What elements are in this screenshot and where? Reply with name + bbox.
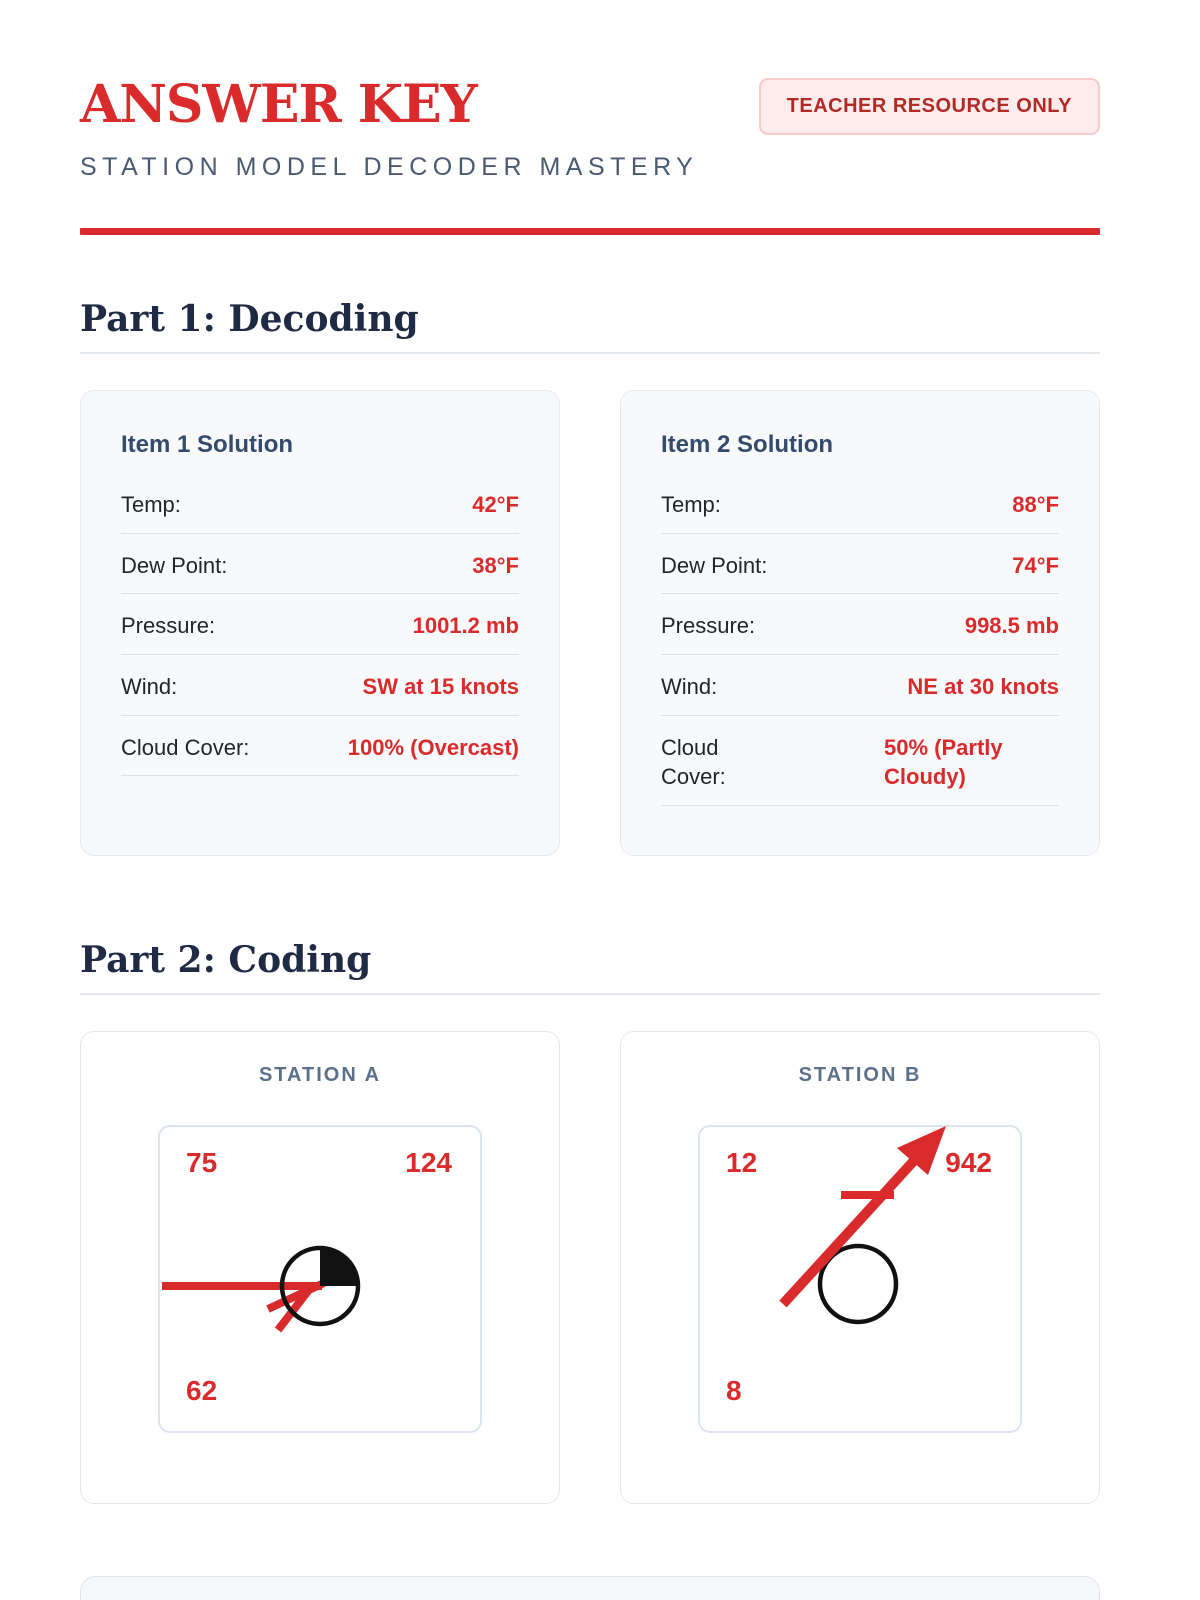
item1-rows: Temp: 42°F Dew Point: 38°F Pressure: 1001.2 m… <box>121 473 519 777</box>
solution-row: Dew Point: 38°F <box>121 534 519 595</box>
station-b-temperature-value: 12 <box>726 1147 758 1178</box>
station-model-open-circle-northeast-arrow-one-barb-icon <box>779 1126 946 1325</box>
next-section-card-partial <box>80 1576 1100 1600</box>
solution-row-value: 50% (Partly Cloudy) <box>884 734 1003 790</box>
solution-row: Wind: SW at 15 knots <box>121 655 519 716</box>
solution-row: Temp: 88°F <box>661 473 1059 534</box>
solution-row-label: Wind: <box>121 674 178 700</box>
solution-row: Temp: 42°F <box>121 473 519 534</box>
solution-row-value: 42°F <box>472 492 519 517</box>
wind-staff <box>779 1149 925 1308</box>
header-divider <box>80 228 1100 235</box>
part2-heading: Part 2: Coding <box>80 938 1100 995</box>
solution-row-label: Temp: <box>121 492 181 517</box>
solution-row-value: 74°F <box>1012 552 1059 578</box>
station-a-title: STATION A <box>258 1064 382 1086</box>
solution-row-value: 1001.2 mb <box>412 613 519 639</box>
part1-heading: Part 1: Decoding <box>80 297 1100 354</box>
solution-row-label: Pressure: <box>121 613 216 639</box>
item2-solution-card: Item 2 Solution Temp: 88°F Dew Point: 74°F P… <box>620 390 1100 856</box>
station-a-pressure-code-value: 124 <box>405 1147 452 1178</box>
solution-row: Cloud Cover: 50% (Partly Cloudy) <box>661 716 1059 807</box>
solution-row-value: SW at 15 knots <box>362 674 519 700</box>
solution-row-value: 100% (Overcast) <box>347 734 519 760</box>
part2-cards: STATION A 75 124 62 STATION B 12 942 <box>80 1031 1100 1504</box>
item1-card-title: Item 1 Solution <box>121 431 294 458</box>
solution-row-label: Cloud Cover: <box>661 734 726 790</box>
station-b-title: STATION B <box>798 1064 922 1086</box>
solution-row: Pressure: 998.5 mb <box>661 594 1059 656</box>
solution-row-label: Dew Point: <box>121 552 228 578</box>
station-a-temperature-value: 75 <box>186 1147 218 1178</box>
station-b-plot-area: 12 942 8 <box>698 1125 1022 1433</box>
cloud-cover-quadrant-fill <box>320 1248 358 1286</box>
station-a-dew-point-value: 62 <box>186 1375 218 1406</box>
station-b-card: STATION B 12 942 8 <box>620 1031 1100 1504</box>
solution-row-value: NE at 30 knots <box>907 674 1059 700</box>
solution-row-label: Temp: <box>661 492 721 517</box>
solution-row: Cloud Cover: 100% (Overcast) <box>121 716 519 777</box>
page-title: ANSWER KEY <box>80 74 478 135</box>
part1-cards: Item 1 Solution Temp: 42°F Dew Point: 38°F P… <box>80 390 1100 856</box>
station-model-quarter-shaded-circle-west-staff-two-barbs-icon <box>162 1245 361 1333</box>
worksheet-subtitle: STATION MODEL DECODER MASTERY <box>80 153 699 181</box>
solution-row: Dew Point: 74°F <box>661 534 1059 595</box>
solution-row-label: Pressure: <box>661 613 756 639</box>
solution-row-value: 88°F <box>1012 492 1059 517</box>
cloud-cover-circle <box>817 1243 899 1325</box>
item2-card-title: Item 2 Solution <box>661 431 834 458</box>
teacher-resource-badge: TEACHER RESOURCE ONLY <box>758 78 1100 135</box>
solution-row: Pressure: 1001.2 mb <box>121 594 519 656</box>
solution-row-label: Dew Point: <box>661 552 768 578</box>
station-a-card: STATION A 75 124 62 <box>80 1031 560 1504</box>
item1-solution-card: Item 1 Solution Temp: 42°F Dew Point: 38°F P… <box>80 390 560 856</box>
solution-row: Wind: NE at 30 knots <box>661 655 1059 716</box>
solution-row-value: 998.5 mb <box>964 613 1059 639</box>
arrowhead <box>897 1126 946 1175</box>
station-b-pressure-code-value: 942 <box>945 1147 992 1178</box>
station-a-plot-area: 75 124 62 <box>158 1125 482 1433</box>
solution-row-label: Cloud Cover: <box>121 734 250 760</box>
station-b-dew-point-value: 8 <box>726 1375 742 1406</box>
header: ANSWER KEY TEACHER RESOURCE ONLY <box>80 76 1100 135</box>
solution-row-value: 38°F <box>472 552 519 578</box>
solution-row-label: Wind: <box>661 674 718 700</box>
wind-barb-1 <box>266 1279 326 1313</box>
item2-rows: Temp: 88°F Dew Point: 74°F Pressure: 998.5 mb… <box>661 473 1059 807</box>
